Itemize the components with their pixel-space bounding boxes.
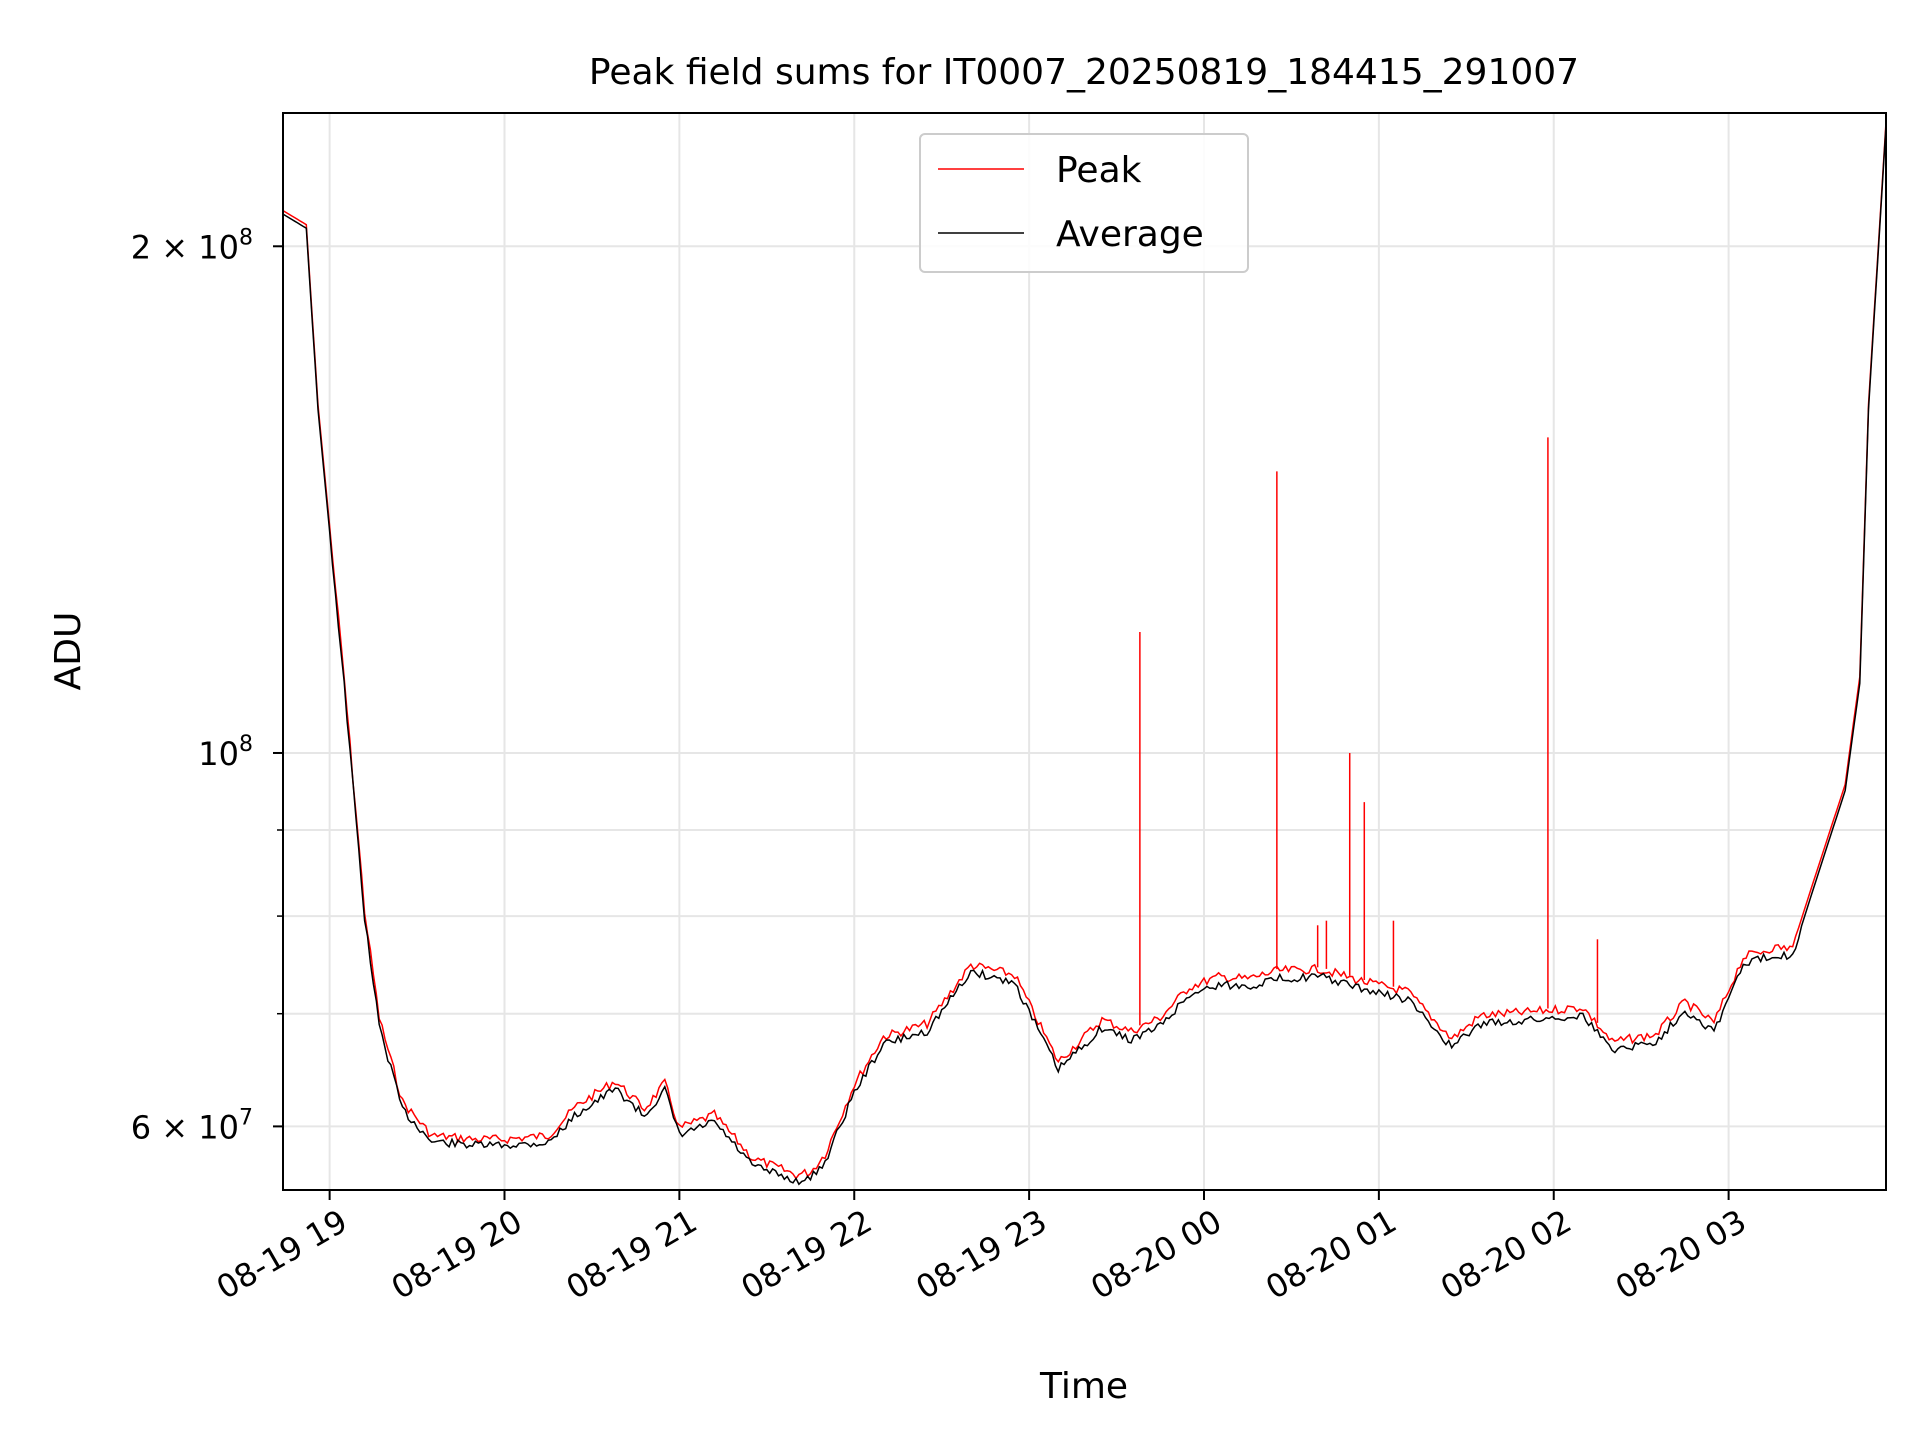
legend: Peak Average [919, 133, 1249, 273]
y-tick-label: 108 [198, 732, 253, 773]
y-axis-label: ADU [48, 612, 89, 691]
plot-lines [282, 122, 1887, 1186]
y-axis: 6 × 107 108 2 × 108 [131, 225, 283, 1146]
chart-title: Peak field sums for IT0007_20250819_1844… [589, 52, 1579, 93]
x-axis-label: Time [1039, 1366, 1128, 1407]
legend-peak-label: Peak [1056, 150, 1142, 191]
series-peak-line [282, 122, 1887, 1180]
y-tick-label: 2 × 108 [131, 225, 253, 266]
plot-area [282, 112, 1887, 1191]
legend-average-label: Average [1056, 214, 1204, 255]
series-average-line [282, 125, 1887, 1186]
y-tick-label: 6 × 107 [131, 1105, 253, 1146]
